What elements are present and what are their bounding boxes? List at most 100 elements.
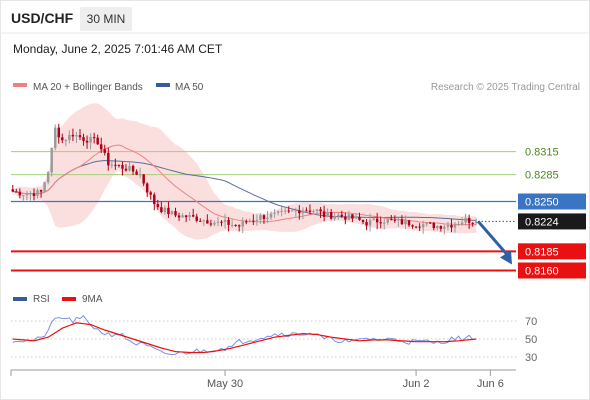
candle-body bbox=[315, 209, 319, 212]
candle-body bbox=[280, 210, 283, 212]
bollinger-band-area bbox=[12, 103, 477, 240]
legend-bb-label: MA 20 + Bollinger Bands bbox=[33, 82, 143, 93]
candle-body bbox=[283, 210, 287, 212]
candle-body bbox=[319, 209, 322, 212]
candle-body bbox=[421, 224, 425, 228]
candle-body bbox=[135, 171, 138, 175]
x-axis: May 30 Jun 2 Jun 6 bbox=[207, 370, 504, 390]
candle-body bbox=[117, 164, 121, 166]
candle-body bbox=[43, 182, 46, 192]
candle-body bbox=[379, 222, 382, 224]
support-level-tag bbox=[518, 243, 586, 260]
pivot-level-label: 0.8250 bbox=[525, 197, 559, 209]
candle-body bbox=[248, 220, 252, 222]
candle-body bbox=[57, 127, 60, 138]
candle-body bbox=[177, 215, 181, 218]
pair-title: USD/CHF bbox=[11, 10, 74, 26]
candle-body bbox=[298, 210, 301, 214]
timestamp: Monday, June 2, 2025 7:01:46 AM CET bbox=[13, 42, 223, 56]
forecast-arrow bbox=[477, 220, 512, 265]
candle-body bbox=[64, 139, 68, 141]
candle-body bbox=[220, 221, 223, 223]
candle-body bbox=[312, 211, 315, 213]
candle-body bbox=[22, 195, 25, 197]
candle-body bbox=[99, 144, 103, 150]
candle-body bbox=[266, 217, 269, 219]
candle-body bbox=[407, 220, 411, 226]
candle-body bbox=[390, 219, 393, 221]
candle-body bbox=[36, 190, 39, 196]
legend-ma50-label: MA 50 bbox=[175, 82, 204, 93]
candle-body bbox=[443, 226, 446, 229]
candle-body bbox=[418, 226, 421, 228]
candle-body bbox=[82, 137, 85, 141]
candle-body bbox=[46, 172, 50, 183]
support-level-label: 0.8160 bbox=[525, 266, 559, 278]
candle-body bbox=[145, 183, 149, 193]
candle-body bbox=[50, 147, 53, 173]
candle-body bbox=[160, 207, 163, 213]
candle-body bbox=[347, 214, 351, 220]
candle-body bbox=[110, 164, 114, 166]
candle-body bbox=[450, 224, 453, 228]
candle-body bbox=[393, 219, 397, 221]
candle-body bbox=[61, 137, 64, 141]
candle-body bbox=[294, 210, 298, 212]
candle-body bbox=[188, 215, 191, 218]
rsi-tick-label: 50 bbox=[525, 334, 537, 346]
candle-body bbox=[89, 137, 92, 143]
candle-body bbox=[252, 220, 255, 222]
candle-body bbox=[397, 219, 400, 221]
timeframe-badge[interactable]: 30 MIN bbox=[87, 12, 126, 26]
candle-body bbox=[464, 217, 467, 223]
current-price-tag bbox=[518, 213, 586, 230]
candle-body bbox=[344, 216, 347, 220]
candle-body bbox=[414, 226, 418, 228]
legend-rsi-ma-label: 9MA bbox=[82, 294, 103, 305]
candle-body bbox=[209, 223, 213, 225]
candle-body bbox=[216, 221, 220, 223]
candle-body bbox=[361, 220, 365, 223]
candle-body bbox=[305, 210, 308, 212]
candle-body bbox=[429, 222, 432, 224]
candle-body bbox=[354, 216, 358, 219]
support-level-tag bbox=[518, 262, 586, 279]
candle-body bbox=[404, 220, 407, 225]
candle-body bbox=[432, 222, 436, 229]
candle-body bbox=[15, 191, 18, 193]
candle-body bbox=[107, 152, 110, 166]
candle-body bbox=[29, 193, 32, 195]
candle-body bbox=[206, 220, 209, 224]
legend-rsi-ma-swatch bbox=[62, 297, 76, 301]
candle-body bbox=[153, 194, 156, 205]
candle-body bbox=[453, 224, 457, 228]
candle-body bbox=[138, 174, 142, 176]
candle-body bbox=[291, 210, 294, 212]
candle-body bbox=[340, 214, 344, 217]
candle-body bbox=[223, 219, 227, 222]
candle-body bbox=[128, 165, 131, 171]
candle-body bbox=[358, 216, 361, 221]
candle-body bbox=[386, 219, 390, 223]
candle-body bbox=[276, 211, 280, 213]
pivot-level-tag bbox=[518, 193, 586, 210]
price-levels bbox=[11, 151, 516, 272]
candle-body bbox=[53, 127, 57, 148]
candle-body bbox=[439, 226, 443, 229]
candlesticks bbox=[11, 123, 478, 235]
rsi-tick-label: 30 bbox=[525, 352, 537, 364]
candle-body bbox=[170, 211, 174, 215]
x-axis-tick-label: May 30 bbox=[207, 378, 243, 390]
candle-body bbox=[365, 222, 368, 226]
candle-body bbox=[301, 210, 305, 214]
candle-body bbox=[329, 212, 333, 219]
support-level-label: 0.8185 bbox=[525, 246, 559, 258]
candle-body bbox=[85, 140, 89, 143]
candle-body bbox=[262, 215, 266, 219]
candle-body bbox=[425, 222, 428, 225]
candle-body bbox=[92, 137, 96, 139]
candle-body bbox=[131, 165, 135, 172]
candle-body bbox=[273, 212, 276, 214]
